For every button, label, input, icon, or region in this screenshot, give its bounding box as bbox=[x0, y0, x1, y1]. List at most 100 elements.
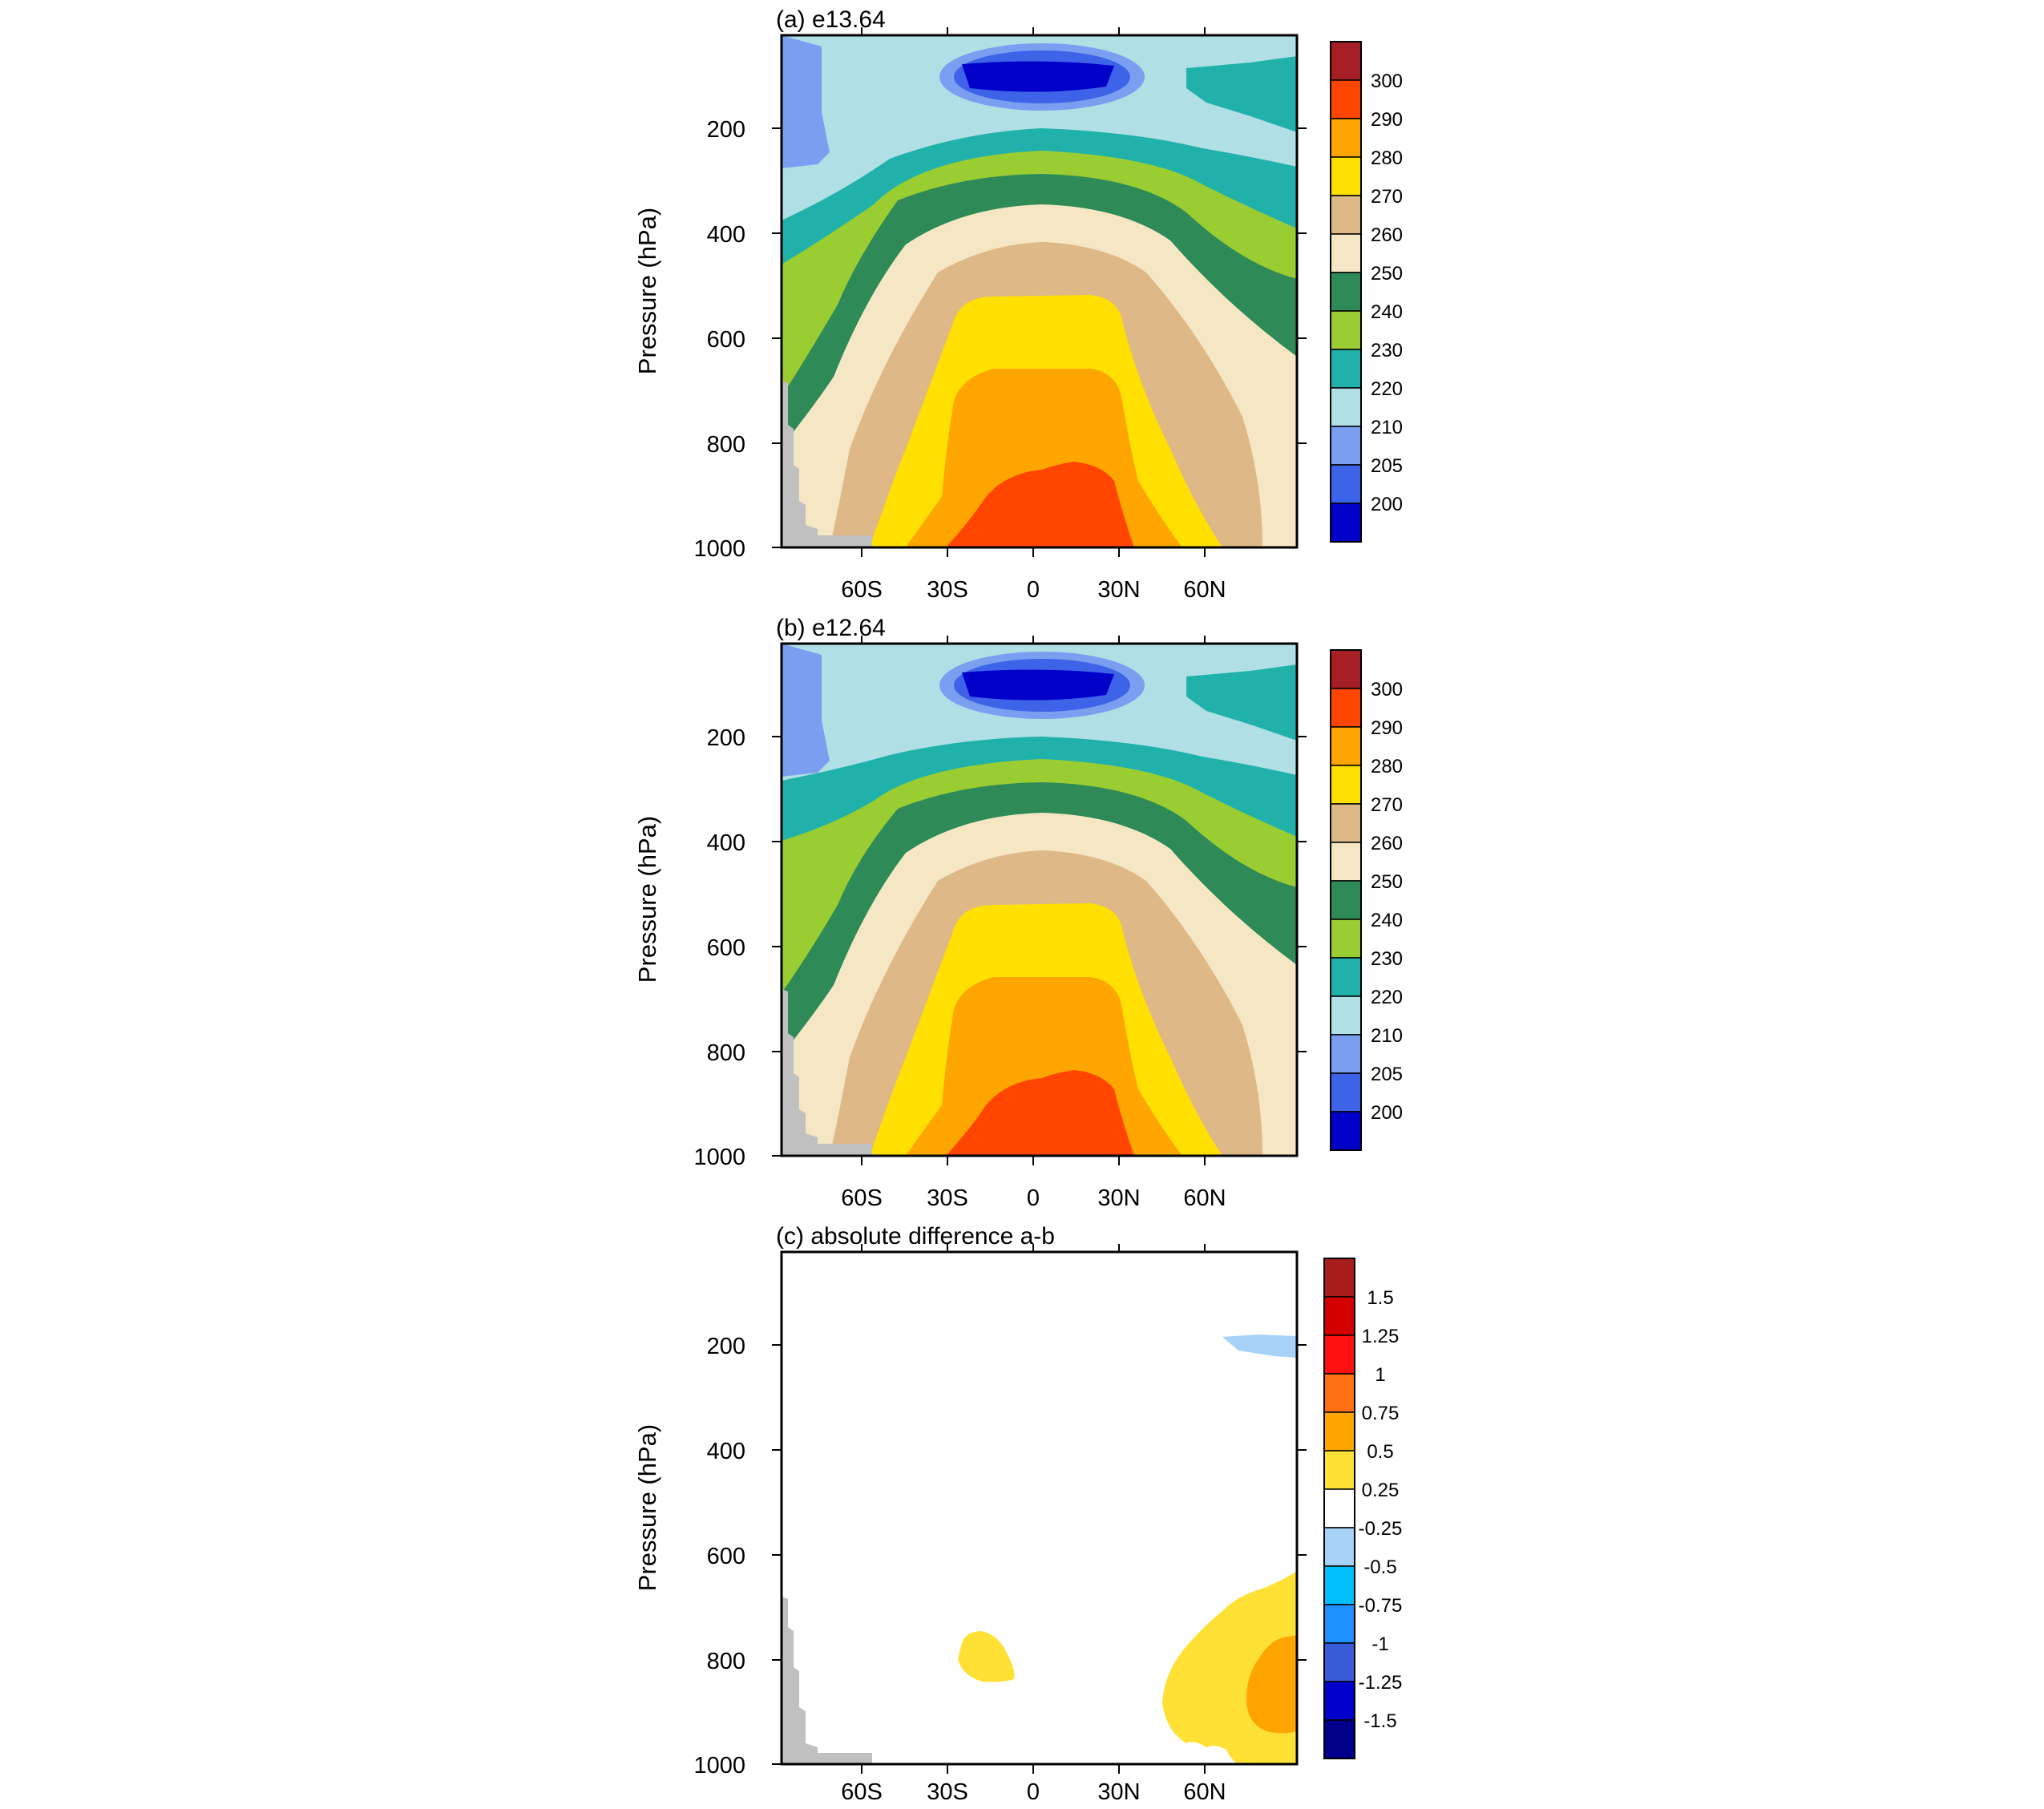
panel-a-xtick-60n: 60N bbox=[1183, 577, 1226, 603]
colorbar-swatch bbox=[1330, 233, 1362, 273]
colorbar-label: -0.5 bbox=[1363, 1557, 1396, 1578]
panel-c: (c) absolute difference a-b Pressure (hP… bbox=[633, 1223, 1402, 1805]
colorbar-label: -0.75 bbox=[1359, 1595, 1403, 1617]
colorbar-swatch bbox=[1330, 957, 1362, 997]
colorbar-swatch bbox=[1330, 649, 1362, 689]
colorbar-label: 240 bbox=[1371, 910, 1403, 931]
colorbar-label: 300 bbox=[1371, 71, 1403, 92]
colorbar-label: 250 bbox=[1371, 263, 1403, 285]
colorbar-label: 220 bbox=[1371, 378, 1403, 400]
panel-b-field bbox=[782, 644, 1297, 1156]
panel-c-ytick-600: 600 bbox=[707, 1544, 745, 1569]
colorbar-swatch bbox=[1323, 1719, 1355, 1759]
panel-a-colorbar: 300 290 280 270 260 250 240 230 220 210 205 200 bbox=[1330, 41, 1403, 543]
colorbar-swatch bbox=[1330, 272, 1362, 312]
colorbar-label: 205 bbox=[1371, 1064, 1403, 1085]
panel-c-field bbox=[782, 1252, 1297, 1764]
panel-a-ticks bbox=[772, 27, 1307, 557]
panel-a: (a) e13.64 Pressure (hPa) 200 400 600 80… bbox=[633, 6, 1403, 603]
panel-c-xtick-60s: 60S bbox=[841, 1779, 883, 1805]
panel-c-ytick-200: 200 bbox=[707, 1334, 745, 1359]
panel-c-title: (c) absolute difference a-b bbox=[776, 1223, 1055, 1250]
colorbar-label: 0.5 bbox=[1367, 1441, 1393, 1463]
colorbar-swatch bbox=[1323, 1411, 1355, 1452]
colorbar-swatch bbox=[1323, 1488, 1355, 1528]
colorbar-swatch bbox=[1330, 426, 1362, 466]
panel-c-ytick-800: 800 bbox=[707, 1649, 745, 1674]
panel-b-xtick-30s: 30S bbox=[927, 1185, 968, 1211]
colorbar-swatch bbox=[1323, 1565, 1355, 1605]
panel-a-ytick-1000: 1000 bbox=[693, 536, 745, 562]
panel-a-ytick-600: 600 bbox=[707, 327, 745, 353]
colorbar-label: 300 bbox=[1371, 679, 1403, 701]
colorbar-frame bbox=[1330, 649, 1362, 1151]
colorbar-swatch bbox=[1323, 1604, 1355, 1644]
colorbar-label: -0.25 bbox=[1359, 1518, 1403, 1540]
panel-a-title: (a) e13.64 bbox=[776, 6, 886, 33]
colorbar-swatch bbox=[1330, 880, 1362, 920]
colorbar-swatch bbox=[1330, 387, 1362, 427]
panel-c-ytick-1000: 1000 bbox=[693, 1753, 745, 1779]
colorbar-label: 200 bbox=[1371, 494, 1403, 515]
colorbar-swatch bbox=[1330, 41, 1362, 81]
colorbar-label: 205 bbox=[1371, 455, 1403, 477]
colorbar-swatch bbox=[1330, 688, 1362, 728]
panel-c-ticks bbox=[772, 1244, 1307, 1774]
colorbar-swatch bbox=[1323, 1642, 1355, 1682]
colorbar-swatch bbox=[1330, 1111, 1362, 1151]
colorbar-frame bbox=[1330, 41, 1362, 543]
panel-a-xtick-30s: 30S bbox=[927, 577, 968, 603]
panel-b-ytick-800: 800 bbox=[707, 1040, 745, 1066]
colorbar-label: 1.5 bbox=[1367, 1287, 1393, 1309]
colorbar-swatch bbox=[1330, 1034, 1362, 1074]
colorbar-label: 270 bbox=[1371, 794, 1403, 816]
panel-c-xtick-60n: 60N bbox=[1183, 1779, 1226, 1805]
panel-b-xtick-0: 0 bbox=[1027, 1185, 1040, 1211]
colorbar-swatch bbox=[1330, 464, 1362, 504]
panel-a-ytick-800: 800 bbox=[707, 432, 745, 458]
panel-b-xtick-60n: 60N bbox=[1183, 1185, 1226, 1211]
colorbar-label: -1 bbox=[1371, 1633, 1388, 1655]
colorbar-label: 240 bbox=[1371, 301, 1403, 323]
colorbar-label: 270 bbox=[1371, 186, 1403, 208]
colorbar-label: 280 bbox=[1371, 147, 1403, 169]
panel-c-xtick-30s: 30S bbox=[927, 1779, 968, 1805]
colorbar-label: 210 bbox=[1371, 1025, 1403, 1047]
colorbar-swatch bbox=[1330, 842, 1362, 882]
colorbar-label: 210 bbox=[1371, 417, 1403, 438]
panel-b: (b) e12.64 Pressure (hPa) 200 400 600 80… bbox=[633, 615, 1403, 1211]
colorbar-label: 280 bbox=[1371, 756, 1403, 777]
colorbar-label: 230 bbox=[1371, 948, 1403, 970]
colorbar-swatch bbox=[1323, 1296, 1355, 1336]
panel-b-xtick-30n: 30N bbox=[1097, 1185, 1140, 1211]
panel-b-ytick-1000: 1000 bbox=[693, 1145, 745, 1170]
colorbar-swatch bbox=[1330, 1072, 1362, 1112]
colorbar-label: 250 bbox=[1371, 871, 1403, 893]
colorbar-swatch bbox=[1323, 1335, 1355, 1375]
panel-b-colorbar: 300 290 280 270 260 250 240 230 220 210 205 200 bbox=[1330, 649, 1403, 1151]
panel-a-xtick-60s: 60S bbox=[841, 577, 883, 603]
colorbar-label: 290 bbox=[1371, 717, 1403, 739]
colorbar-label: 260 bbox=[1371, 833, 1403, 854]
colorbar-swatch bbox=[1330, 503, 1362, 543]
panel-b-ytick-600: 600 bbox=[707, 935, 745, 961]
panel-a-xtick-0: 0 bbox=[1027, 577, 1040, 603]
panel-b-ylabel: Pressure (hPa) bbox=[633, 816, 661, 983]
colorbar-swatch bbox=[1330, 156, 1362, 196]
colorbar-swatch bbox=[1330, 995, 1362, 1036]
colorbar-label: -1.25 bbox=[1359, 1672, 1403, 1694]
colorbar-swatch bbox=[1330, 310, 1362, 350]
colorbar-swatch bbox=[1330, 195, 1362, 235]
colorbar-label: 1.25 bbox=[1362, 1326, 1400, 1347]
colorbar-swatch bbox=[1330, 765, 1362, 805]
panel-a-ytick-200: 200 bbox=[707, 117, 745, 143]
panel-c-ytick-400: 400 bbox=[707, 1439, 745, 1464]
panel-b-ytick-200: 200 bbox=[707, 725, 745, 751]
colorbar-label: 230 bbox=[1371, 340, 1403, 361]
panel-b-ticks bbox=[772, 636, 1307, 1165]
colorbar-swatch bbox=[1330, 79, 1362, 119]
panel-b-ytick-400: 400 bbox=[707, 830, 745, 856]
colorbar-swatch bbox=[1330, 349, 1362, 389]
colorbar-swatch bbox=[1330, 118, 1362, 158]
